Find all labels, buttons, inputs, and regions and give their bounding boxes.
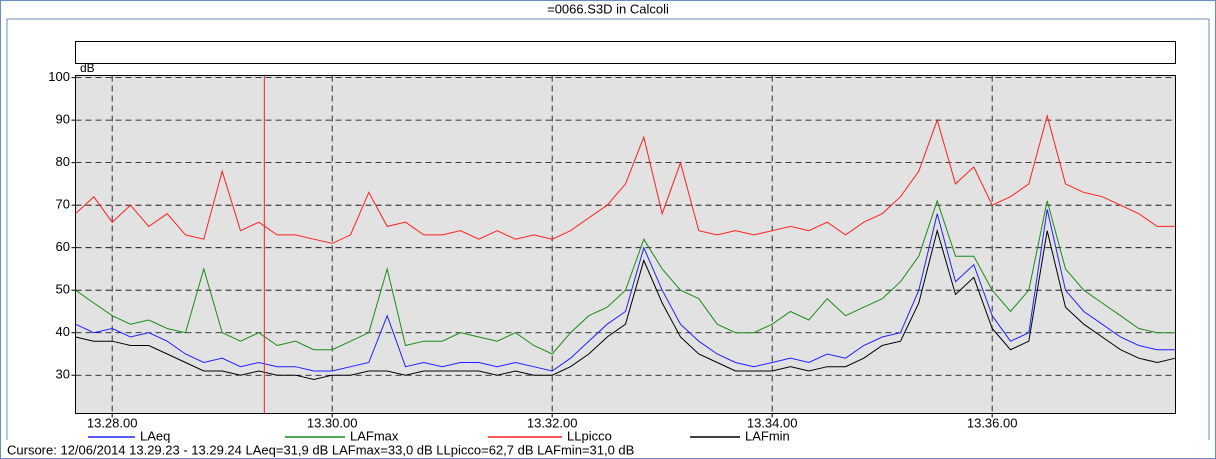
x-tick-label: 13.30.00	[307, 415, 358, 430]
y-tick-label: 40	[56, 324, 70, 339]
y-tick-label: 60	[56, 239, 70, 254]
series-line	[75, 199, 1176, 355]
x-tick-label: 13.36.00	[967, 415, 1018, 430]
legend-label: LAFmax	[350, 428, 399, 443]
y-tick-label: 30	[56, 367, 70, 382]
plot-area	[75, 75, 1176, 414]
legend-label: LAeq	[140, 428, 170, 443]
y-tick-label: 50	[56, 282, 70, 297]
series-line	[75, 113, 1176, 244]
x-tick-label: 13.28.00	[87, 415, 138, 430]
y-tick-label: 100	[48, 69, 70, 84]
header-box	[75, 41, 1176, 64]
y-axis-label: dB	[80, 61, 95, 75]
y-tick-label: 80	[56, 154, 70, 169]
series-line	[75, 228, 1176, 381]
y-tick-label: 90	[56, 112, 70, 127]
window-title: =0066.S3D in Calcoli	[547, 1, 669, 16]
y-tick-label: 70	[56, 197, 70, 212]
x-tick-label: 13.34.00	[747, 415, 798, 430]
legend-label: LLpicco	[567, 428, 612, 443]
legend-label: LAFmin	[745, 428, 790, 443]
status-line: Cursore: 12/06/2014 13.29.23 - 13.29.24 …	[7, 442, 634, 457]
x-tick-label: 13.32.00	[527, 415, 578, 430]
series-line	[75, 209, 1176, 372]
